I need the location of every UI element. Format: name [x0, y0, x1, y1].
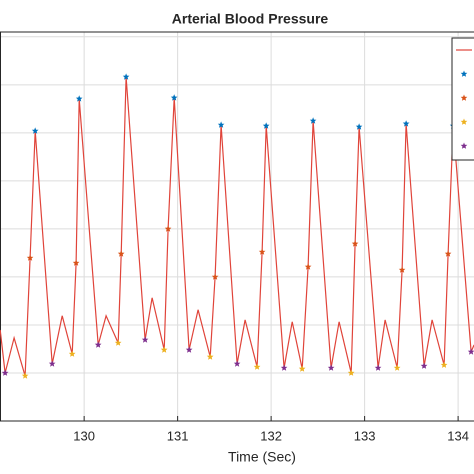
marker — [164, 225, 172, 232]
x-tick-label: 133 — [354, 428, 376, 443]
x-tick-label: 130 — [73, 428, 95, 443]
marker — [68, 350, 76, 357]
marker — [122, 73, 130, 80]
marker — [355, 123, 363, 130]
marker — [21, 372, 29, 379]
marker — [262, 122, 270, 129]
marker — [31, 127, 39, 134]
x-tick-label: 134 — [447, 428, 469, 443]
marker — [48, 360, 56, 367]
legend-marker — [460, 118, 468, 125]
marker — [253, 363, 261, 370]
marker — [467, 348, 474, 355]
marker — [233, 360, 241, 367]
marker — [304, 263, 312, 270]
marker — [26, 254, 34, 261]
marker — [1, 369, 9, 376]
marker — [298, 365, 306, 372]
legend-marker — [460, 94, 468, 101]
marker — [309, 117, 317, 124]
marker — [141, 336, 149, 343]
marker — [327, 364, 335, 371]
marker — [398, 266, 406, 273]
marker — [160, 346, 168, 353]
marker — [211, 273, 219, 280]
legend-marker — [460, 70, 468, 77]
marker — [258, 248, 266, 255]
chart-title: Arterial Blood Pressure — [172, 11, 329, 27]
marker — [217, 121, 225, 128]
marker — [420, 362, 428, 369]
x-axis-label: Time (Sec) — [228, 449, 296, 465]
marker — [117, 250, 125, 257]
marker — [280, 364, 288, 371]
marker — [185, 346, 193, 353]
marker — [393, 364, 401, 371]
marker — [94, 341, 102, 348]
marker — [374, 364, 382, 371]
plot-frame — [0, 31, 474, 422]
marker — [114, 339, 122, 346]
marker — [206, 353, 214, 360]
legend-marker — [460, 142, 468, 149]
marker — [351, 240, 359, 247]
marker — [170, 94, 178, 101]
marker — [402, 120, 410, 127]
marker — [72, 259, 80, 266]
x-tick-label: 131 — [167, 428, 189, 443]
x-tick-label: 132 — [260, 428, 282, 443]
marker — [75, 95, 83, 102]
line — [0, 76, 474, 377]
marker — [444, 250, 452, 257]
marker — [440, 361, 448, 368]
marker — [347, 369, 355, 376]
